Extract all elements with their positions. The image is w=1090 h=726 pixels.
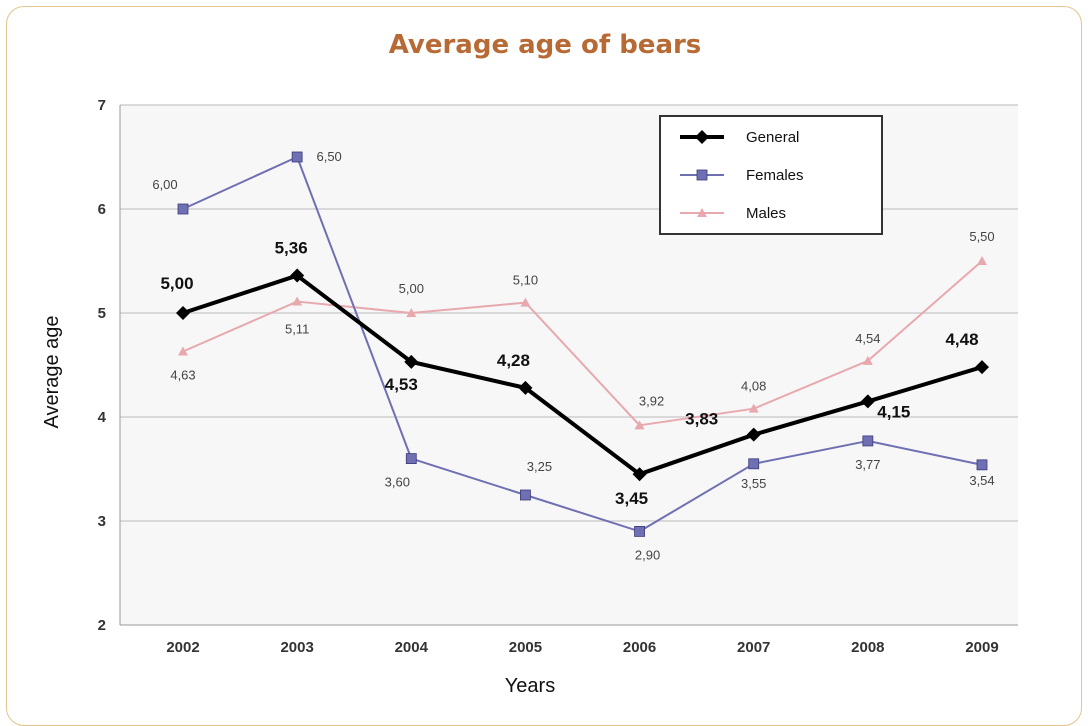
y-tick-label: 7: [98, 97, 106, 114]
plot-area: [120, 105, 1018, 625]
legend-marker-general: [695, 130, 709, 144]
data-label-females: 3,25: [527, 459, 552, 474]
data-label-males: 3,92: [639, 393, 664, 408]
data-label-females: 6,50: [316, 149, 341, 164]
data-point-males: [292, 296, 303, 306]
data-label-general: 4,53: [385, 375, 418, 394]
y-tick-label: 6: [98, 201, 106, 218]
x-tick-label: 2003: [280, 639, 313, 656]
data-point-males: [406, 308, 417, 317]
data-point-males: [634, 420, 645, 430]
data-label-males: 4,54: [855, 331, 880, 346]
series-line-males: [182, 260, 983, 427]
data-point-general: [518, 380, 533, 395]
data-label-males: 4,63: [170, 367, 195, 382]
x-tick-label: 2006: [623, 639, 656, 656]
y-tick-label: 2: [98, 617, 106, 634]
data-point-general: [404, 354, 419, 369]
x-tick-label: 2008: [851, 639, 884, 656]
data-label-males: 5,00: [399, 281, 424, 296]
data-label-general: 4,28: [497, 351, 530, 370]
y-axis-title: Average age: [41, 315, 63, 428]
series-line-females: [182, 156, 983, 533]
data-label-general: 5,36: [275, 239, 308, 258]
y-tick-label: 3: [98, 513, 106, 530]
data-point-females: [634, 526, 645, 537]
legend-label-females: Females: [746, 167, 804, 184]
data-point-males: [977, 256, 987, 265]
x-tick-label: 2007: [737, 639, 770, 656]
data-point-males: [520, 297, 531, 307]
y-tick-label: 4: [98, 409, 107, 426]
data-point-females: [520, 489, 531, 501]
data-label-general: 4,15: [877, 402, 910, 421]
x-tick-labels: 2002 2003 2004 2005 2006 2007 2008 2009: [166, 639, 998, 656]
data-label-males: 4,08: [741, 379, 766, 394]
x-tick-label: 2005: [509, 639, 542, 656]
data-point-males: [862, 355, 873, 365]
data-label-males: 5,11: [285, 322, 309, 337]
data-point-general: [176, 306, 190, 320]
data-label-females: 3,55: [741, 476, 766, 491]
data-label-general: 3,45: [615, 489, 648, 508]
y-tick-label: 5: [98, 305, 106, 322]
x-axis-title: Years: [505, 675, 555, 697]
legend-label-males: Males: [746, 205, 786, 222]
legend-marker-males: [697, 208, 707, 217]
data-label-males: 5,50: [969, 229, 994, 244]
legend: General Females Males: [659, 115, 883, 235]
data-point-males: [178, 346, 188, 356]
chart-title: Average age of bears: [388, 30, 702, 60]
data-label-general: 5,00: [160, 274, 193, 293]
data-point-females: [177, 203, 189, 215]
data-point-females: [291, 151, 303, 163]
data-label-general: 3,83: [685, 410, 718, 429]
data-label-females: 3,60: [385, 475, 410, 490]
data-point-females: [976, 459, 988, 471]
data-point-general: [860, 394, 875, 409]
data-label-females: 3,77: [855, 457, 880, 472]
legend-label-general: General: [746, 129, 799, 146]
y-tick-labels: 2 3 4 5 6 7: [98, 97, 107, 634]
series-group: [176, 151, 989, 537]
data-point-general: [632, 467, 647, 482]
data-point-males: [748, 403, 759, 413]
data-point-females: [748, 458, 760, 470]
data-point-general: [746, 427, 761, 442]
data-label-females: 3,54: [969, 473, 994, 488]
x-tick-label: 2002: [166, 639, 199, 656]
data-labels: 5,00 5,36 4,53 4,28 3,45 3,83 4,15 4,48 6,00 6,50…: [152, 149, 994, 562]
legend-marker-females: [696, 169, 708, 181]
data-label-females: 6,00: [152, 177, 177, 192]
x-tick-label: 2009: [965, 639, 998, 656]
data-label-females: 2,90: [635, 547, 660, 562]
data-label-males: 5,10: [513, 273, 538, 288]
x-tick-label: 2004: [395, 639, 429, 656]
data-point-females: [862, 435, 874, 447]
data-point-general: [290, 268, 305, 283]
data-label-general: 4,48: [945, 330, 978, 349]
series-line-general: [182, 273, 983, 477]
data-point-general: [975, 360, 989, 375]
data-point-females: [405, 453, 417, 465]
